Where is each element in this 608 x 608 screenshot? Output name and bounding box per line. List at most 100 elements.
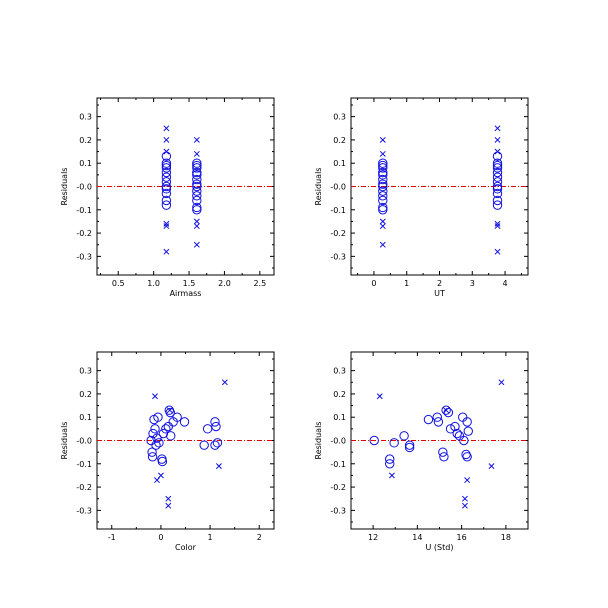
panel-4-circle-point — [459, 435, 469, 446]
panel-1-circle-point — [161, 195, 172, 206]
panel-2-circle-point — [378, 186, 388, 196]
panel-1-xtick-label: 1.0 — [147, 279, 160, 288]
panel-4-circle-point — [385, 459, 395, 469]
panel-2-circle-point — [492, 163, 503, 173]
panel-4-circle-point — [432, 412, 442, 422]
panel-3-circle-point — [147, 452, 158, 462]
panel-3-cross-point — [165, 495, 172, 502]
panel-1-circle-point — [192, 205, 202, 215]
panel-4-cross-point — [464, 477, 471, 484]
panel-1-ytick-label: -0.1 — [76, 206, 92, 215]
panel-2-circle-point — [492, 167, 503, 178]
panel-2-ytick-label: -0.3 — [330, 252, 346, 261]
panel-2-circle-point — [378, 174, 388, 185]
panel-1-cross-point — [163, 223, 170, 230]
panel-1-cross-point — [163, 148, 170, 155]
panel-1-circle-point — [192, 179, 202, 189]
panel-2-circle-point — [492, 177, 503, 187]
panel-4-ytick-label: 0.1 — [333, 413, 346, 422]
panel-3-circle-point — [163, 421, 173, 432]
panel-4-cross-point — [461, 495, 468, 502]
panel-2-circle-point — [378, 170, 388, 180]
panel-1-cross-point — [163, 220, 170, 227]
panel-4-ytick-label: -0.0 — [330, 437, 346, 446]
panel-4-xtick-label: 18 — [501, 533, 511, 542]
panel-2-circle-point — [378, 195, 388, 206]
panel-3-xtick-label: 0 — [158, 533, 163, 542]
panel-1-circle-point — [192, 191, 202, 201]
panel-2-xtick-label: 0 — [371, 279, 376, 288]
panel-3-circle-point — [151, 440, 161, 450]
panel-4-ytick-label: -0.2 — [330, 483, 346, 492]
panel-3-circle-point — [153, 412, 163, 422]
panel-4-xlabel: U (Std) — [426, 543, 454, 552]
panel-1-circle-point — [161, 163, 172, 173]
panel-2-circle-point — [378, 167, 388, 178]
panel-2-ytick-label: 0.2 — [333, 136, 346, 145]
panel-1-cross-point — [193, 218, 200, 225]
panel-4-cross-point — [376, 393, 383, 400]
panel-1-circle-point — [192, 186, 202, 196]
panel-1-circle-point — [161, 181, 172, 192]
panel-2-cross-point — [494, 220, 501, 227]
panel-2-circle-point — [378, 158, 388, 168]
panel-2-circle-point — [492, 195, 503, 206]
panel-4-circle-point — [462, 452, 472, 462]
panel-2-cross-point — [494, 125, 501, 132]
panel-4-circle-point — [423, 414, 434, 425]
panel-2-circle-point — [492, 158, 503, 168]
panel-4-ytick-label: -0.1 — [330, 460, 346, 469]
panel-4-circle-point — [441, 405, 451, 415]
panel-4-ytick-label: 0.3 — [333, 367, 346, 376]
panel-1-cross-point — [193, 241, 200, 248]
panel-3-ytick-label: 0.3 — [79, 367, 92, 376]
panel-1-circle-point — [192, 170, 202, 180]
panel-1-circle-point — [161, 177, 172, 187]
panel-3-cross-point — [215, 463, 222, 470]
panel-2-xtick-label: 3 — [470, 279, 475, 288]
panel-1-ytick-label: 0.1 — [79, 159, 92, 168]
panel-1-circle-point — [192, 160, 202, 171]
panel-2-cross-point — [379, 150, 386, 157]
panel-3-circle-point — [166, 431, 176, 441]
panel-4-circle-point — [445, 424, 456, 434]
panel-3-xtick-label: 2 — [257, 533, 262, 542]
panel-2-circle-point — [492, 181, 503, 192]
panel-2-xtick-label: 1 — [404, 279, 409, 288]
panel-1-circle-point — [161, 200, 172, 210]
panel-2-circle-point — [378, 179, 388, 189]
panel-4-circle-point — [463, 426, 473, 436]
panel-1-circle-point — [161, 188, 172, 199]
panel-4: -0.3 -0.2 -0.1 -0.0 0.1 0.2 0.3 12 14 16 18 U (Std)… — [314, 351, 529, 552]
panel-2-circle-point — [492, 172, 503, 182]
panel-4-circle-point — [433, 417, 444, 427]
panel-4-xtick-label: 16 — [457, 533, 467, 542]
panel-4-circle-point — [458, 412, 468, 422]
panel-3: -0.3 -0.2 -0.1 -0.0 0.1 0.2 0.3 -1 0 1 2 Color Resid… — [60, 351, 275, 552]
panel-3-ytick-label: -0.0 — [76, 437, 92, 446]
panel-3-ytick-label: -0.1 — [76, 460, 92, 469]
panel-1-xtick-label: 0.5 — [112, 279, 125, 288]
panel-3-circle-point — [147, 447, 157, 457]
panel-3-xlabel: Color — [175, 543, 197, 552]
panel-2-cross-point — [494, 148, 501, 155]
panel-1-circle-point — [192, 158, 202, 168]
panel-3-ytick-label: 0.2 — [79, 390, 92, 399]
panel-2: -0.3 -0.2 -0.1 -0.0 0.1 0.2 0.3 0 1 2 3 4 UT Residual… — [314, 97, 529, 298]
panel-3-circle-point — [161, 424, 171, 434]
panel-1-circle-point — [192, 181, 202, 192]
panel-2-cross-point — [494, 136, 501, 143]
panel-4-circle-point — [452, 428, 462, 439]
panel-4-circle-point — [462, 417, 472, 427]
panel-1-xtick-label: 2.0 — [218, 279, 231, 288]
panel-3-ytick-label: -0.3 — [76, 506, 92, 515]
panel-2-ytick-label: -0.2 — [330, 229, 346, 238]
panel-1-ylabel: Residuals — [60, 168, 69, 206]
panel-3-cross-point — [221, 379, 228, 386]
panel-4-circle-point — [461, 449, 471, 460]
panel-1-circle-point — [161, 167, 172, 178]
panel-3-circle-point — [154, 438, 164, 448]
panel-1-circle-point — [192, 163, 202, 173]
panel-3-cross-point — [165, 502, 172, 509]
